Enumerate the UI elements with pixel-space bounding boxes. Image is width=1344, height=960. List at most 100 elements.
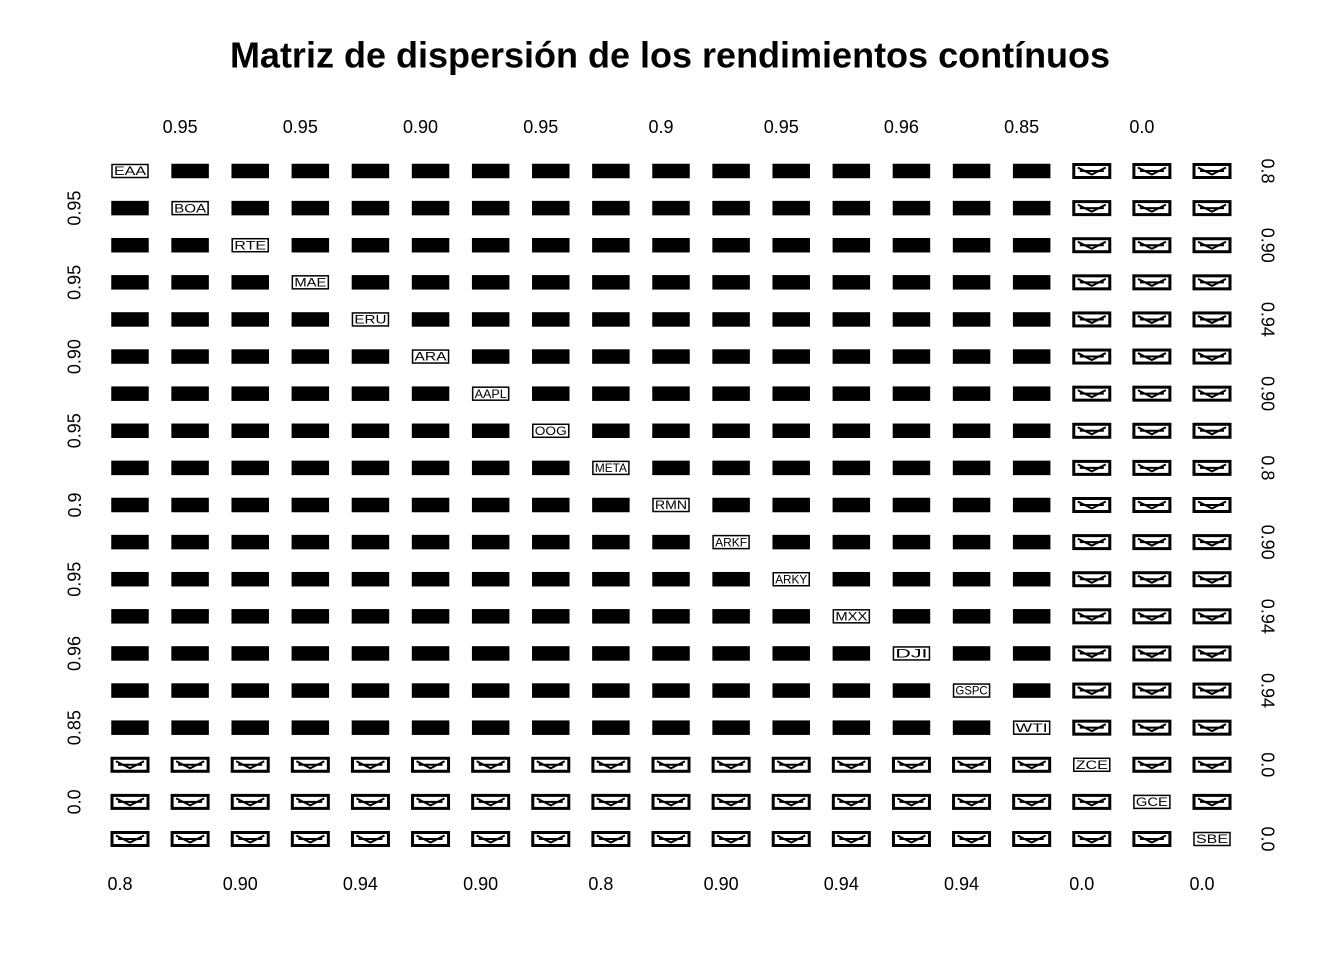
panel bbox=[291, 720, 330, 735]
panel bbox=[171, 386, 209, 401]
variable-label: ARKY bbox=[775, 572, 807, 586]
panel-points bbox=[1137, 277, 1167, 287]
bottom-tick-label: 0.90 bbox=[223, 874, 258, 894]
right-tick-label: 0.0 bbox=[1257, 752, 1277, 777]
top-tick-label: 0.95 bbox=[163, 117, 198, 137]
panel bbox=[411, 571, 450, 587]
panel-points bbox=[1017, 834, 1047, 844]
panel bbox=[892, 460, 931, 476]
variable-label: BOA bbox=[174, 201, 206, 215]
panel bbox=[411, 386, 450, 401]
panel bbox=[471, 163, 510, 179]
panel bbox=[171, 349, 209, 364]
panel-points bbox=[476, 760, 506, 770]
panel bbox=[952, 497, 991, 513]
variable-label: ZCE bbox=[1076, 758, 1108, 772]
bottom-tick-label: 0.0 bbox=[1189, 874, 1214, 894]
panel bbox=[171, 275, 209, 290]
panel-points bbox=[1197, 463, 1227, 473]
panel bbox=[231, 163, 269, 179]
panel bbox=[1012, 275, 1051, 290]
panel bbox=[952, 571, 991, 587]
panel bbox=[712, 683, 750, 698]
top-tick-label: 0.9 bbox=[648, 117, 673, 137]
panel bbox=[1012, 646, 1051, 661]
panel bbox=[952, 237, 991, 253]
panel bbox=[231, 312, 269, 327]
panel bbox=[1012, 237, 1051, 253]
panel-points bbox=[957, 797, 987, 807]
panel-points bbox=[896, 760, 926, 770]
panel-points bbox=[656, 797, 686, 807]
panel bbox=[772, 312, 810, 327]
panel bbox=[892, 571, 931, 587]
right-tick-label: 0.90 bbox=[1257, 376, 1277, 411]
panel bbox=[832, 237, 871, 253]
panel-points bbox=[355, 797, 385, 807]
panel bbox=[832, 312, 871, 327]
panel bbox=[832, 534, 871, 550]
diagonal-panel bbox=[1193, 831, 1231, 847]
panel bbox=[1012, 386, 1051, 401]
panel bbox=[592, 349, 630, 364]
panel-points bbox=[656, 760, 686, 770]
panel bbox=[471, 200, 510, 216]
panel bbox=[471, 275, 510, 290]
panel bbox=[712, 571, 750, 587]
panel bbox=[772, 423, 810, 439]
panel bbox=[291, 460, 330, 476]
panel-points bbox=[1197, 389, 1227, 399]
panel bbox=[291, 497, 330, 513]
panel bbox=[411, 646, 450, 661]
variable-label: RMN bbox=[655, 498, 687, 512]
panel-points bbox=[1197, 166, 1227, 176]
panel bbox=[291, 163, 330, 179]
panel-points bbox=[1017, 797, 1047, 807]
panel bbox=[952, 609, 991, 624]
panel bbox=[1012, 312, 1051, 327]
left-tick-label: 0.95 bbox=[65, 191, 85, 226]
diagonal-panel bbox=[592, 460, 630, 476]
panel bbox=[1012, 349, 1051, 364]
panel-points bbox=[1077, 723, 1107, 733]
panel bbox=[952, 386, 991, 401]
panel bbox=[351, 163, 390, 179]
panel-points bbox=[1137, 240, 1167, 250]
panel bbox=[772, 609, 810, 624]
panel-points bbox=[776, 760, 806, 770]
panel-points bbox=[115, 834, 145, 844]
panel bbox=[351, 460, 390, 476]
panel-points bbox=[1077, 537, 1107, 547]
panel bbox=[471, 534, 510, 550]
panel bbox=[111, 423, 149, 439]
panel bbox=[592, 609, 630, 624]
left-tick-label: 0.95 bbox=[65, 413, 85, 448]
panel bbox=[652, 423, 690, 439]
panel bbox=[291, 683, 330, 698]
panel bbox=[892, 683, 931, 698]
top-tick-label: 0.85 bbox=[1004, 117, 1039, 137]
variable-label: MXX bbox=[835, 610, 867, 624]
panel-points bbox=[1077, 203, 1107, 213]
panel-points bbox=[836, 797, 866, 807]
bottom-tick-label: 0.8 bbox=[588, 874, 613, 894]
top-tick-label: 0.95 bbox=[764, 117, 799, 137]
panel bbox=[712, 497, 750, 513]
panel-points bbox=[1197, 500, 1227, 510]
variable-label: MAE bbox=[294, 276, 326, 290]
variable-label: DJI bbox=[895, 647, 927, 661]
panel bbox=[291, 571, 330, 587]
panel bbox=[712, 349, 750, 364]
panel bbox=[231, 275, 269, 290]
panel bbox=[111, 646, 149, 661]
panel-points bbox=[1077, 426, 1107, 436]
bottom-tick-label: 0.94 bbox=[824, 874, 859, 894]
panel bbox=[351, 683, 390, 698]
panel bbox=[351, 534, 390, 550]
panel-points bbox=[115, 797, 145, 807]
panel bbox=[892, 237, 931, 253]
panel-points bbox=[1077, 352, 1107, 362]
panel-points bbox=[1197, 240, 1227, 250]
panel-points bbox=[355, 834, 385, 844]
panel bbox=[171, 423, 209, 439]
